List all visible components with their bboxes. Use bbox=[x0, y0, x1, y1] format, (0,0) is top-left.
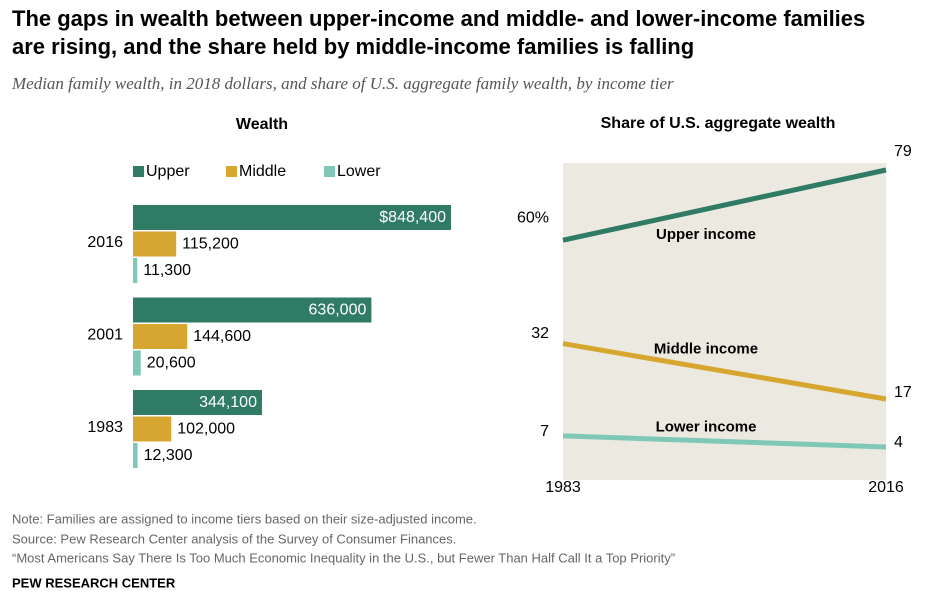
legend-label: Middle bbox=[239, 163, 286, 180]
bar bbox=[133, 205, 451, 230]
value-label: 60% bbox=[517, 209, 549, 226]
bar bbox=[133, 443, 138, 468]
bar bbox=[133, 324, 188, 349]
title: The gaps in wealth between upper-income … bbox=[12, 6, 865, 31]
bar bbox=[133, 350, 141, 376]
value-label: 12,300 bbox=[144, 447, 193, 464]
x-tick-label: 1983 bbox=[545, 479, 581, 496]
panel-title: Wealth bbox=[236, 116, 288, 133]
value-label: 144,600 bbox=[193, 328, 251, 345]
value-label: 20,600 bbox=[147, 355, 196, 372]
source: Source: Pew Research Center analysis of … bbox=[12, 531, 456, 546]
value-label: 7 bbox=[540, 423, 549, 440]
category-label: 1983 bbox=[87, 419, 123, 436]
series-label: Lower income bbox=[656, 418, 757, 435]
category-label: 2016 bbox=[87, 234, 123, 251]
bar bbox=[133, 390, 262, 415]
line bbox=[562, 167, 887, 243]
panel-title: Share of U.S. aggregate wealth bbox=[601, 115, 836, 132]
legend-label: Lower bbox=[337, 163, 381, 180]
value-label: 636,000 bbox=[309, 302, 367, 319]
line bbox=[562, 433, 887, 450]
value-label: 79 bbox=[894, 143, 912, 160]
category-label: 2001 bbox=[87, 327, 123, 344]
report: “Most Americans Say There Is Too Much Ec… bbox=[12, 550, 675, 565]
value-label: 11,300 bbox=[143, 262, 191, 279]
bar bbox=[133, 297, 372, 323]
subtitle: Median family wealth, in 2018 dollars, a… bbox=[11, 74, 674, 93]
bar bbox=[133, 258, 138, 283]
bar bbox=[133, 231, 177, 257]
x-tick-label: 2016 bbox=[868, 479, 904, 496]
value-label: $848,400 bbox=[379, 209, 446, 226]
legend-swatch bbox=[133, 166, 144, 177]
value-label: 344,100 bbox=[199, 394, 257, 411]
brand: PEW RESEARCH CENTER bbox=[12, 575, 176, 590]
value-label: 102,000 bbox=[177, 421, 235, 438]
legend-label: Upper bbox=[146, 163, 190, 180]
value-label: 4 bbox=[894, 434, 903, 451]
legend-swatch bbox=[324, 166, 335, 177]
line bbox=[562, 341, 887, 402]
plot-background bbox=[563, 163, 886, 480]
note: Note: Families are assigned to income ti… bbox=[12, 511, 477, 526]
series-label: Middle income bbox=[654, 340, 758, 357]
value-label: 17 bbox=[894, 384, 912, 401]
series-label: Upper income bbox=[656, 226, 756, 243]
bar bbox=[133, 416, 172, 442]
legend-swatch bbox=[226, 166, 237, 177]
value-label: 32 bbox=[531, 325, 549, 342]
title: are rising, and the share held by middle… bbox=[12, 34, 694, 59]
value-label: 115,200 bbox=[182, 236, 239, 253]
